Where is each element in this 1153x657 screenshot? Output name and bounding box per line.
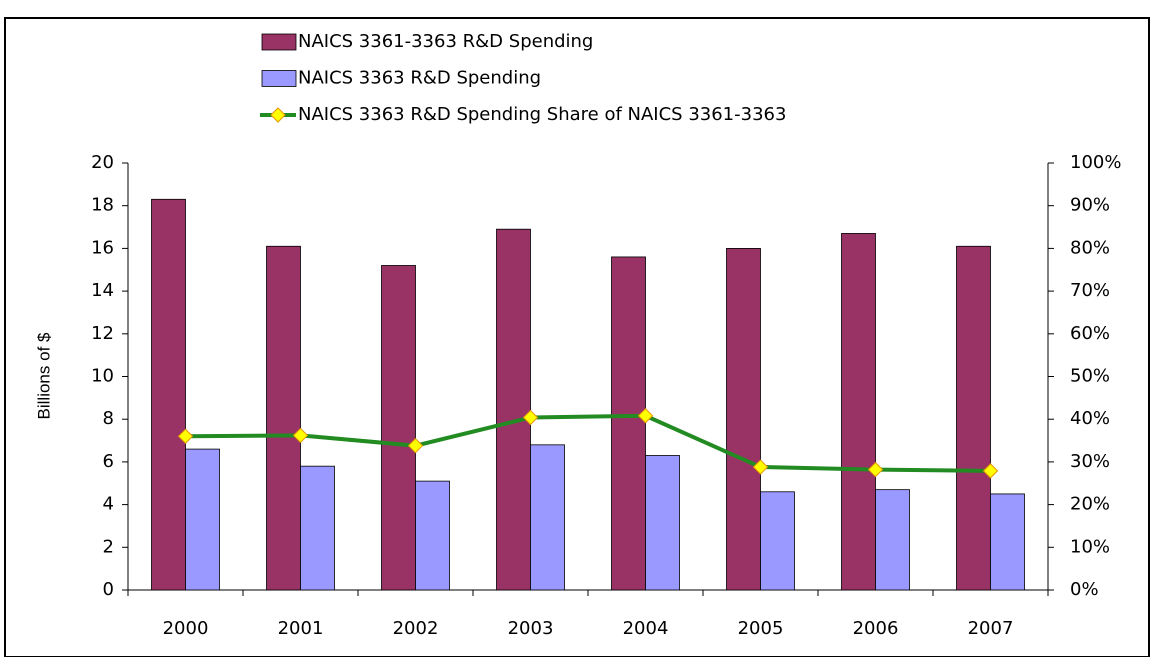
legend-label: NAICS 3361-3363 R&D Spending [298, 31, 593, 52]
y2-tick-label: 100% [1070, 152, 1121, 173]
legend-label: NAICS 3363 R&D Spending [298, 68, 541, 89]
x-tick-label: 2006 [853, 618, 899, 639]
line-marker [637, 408, 654, 424]
y-tick-label: 14 [91, 280, 114, 301]
bar [151, 198, 186, 591]
legend-marker [270, 107, 286, 123]
x-tick-label: 2004 [623, 618, 669, 639]
y2-tick-label: 40% [1070, 408, 1110, 429]
line-marker [407, 437, 424, 454]
line-marker [177, 428, 194, 444]
bar [266, 245, 301, 591]
bar [760, 491, 795, 591]
y2-tick-label: 50% [1070, 366, 1110, 387]
bar [530, 444, 565, 591]
x-tick-label: 2007 [968, 618, 1014, 639]
bar [185, 448, 220, 591]
y-tick-label: 6 [103, 451, 114, 472]
y2-tick-label: 70% [1070, 280, 1110, 301]
bar [841, 233, 876, 591]
bar [875, 489, 910, 591]
bar [300, 465, 335, 591]
bar [611, 256, 646, 591]
y-tick-label: 8 [103, 408, 114, 429]
bar [990, 493, 1025, 591]
bar [956, 245, 991, 591]
y2-tick-label: 60% [1070, 323, 1110, 344]
bar [496, 228, 531, 591]
bar [645, 455, 680, 591]
x-tick-label: 2001 [278, 618, 324, 639]
y-tick-label: 16 [91, 237, 114, 258]
bar [415, 480, 450, 591]
y2-tick-label: 20% [1070, 494, 1110, 515]
y2-tick-label: 30% [1070, 451, 1110, 472]
y-tick-label: 12 [91, 323, 114, 344]
x-tick-label: 2002 [393, 618, 439, 639]
y2-tick-label: 0% [1070, 579, 1099, 600]
y-tick-label: 4 [103, 494, 114, 515]
line-marker [752, 459, 769, 475]
legend-swatch [261, 33, 297, 51]
line [185, 413, 991, 473]
y-tick-label: 20 [91, 152, 114, 173]
y-tick-label: 0 [103, 579, 114, 600]
x-tick-label: 2005 [738, 618, 784, 639]
x-tick-label: 2003 [508, 618, 554, 639]
y-tick-label: 10 [91, 366, 114, 387]
line-marker [522, 409, 539, 426]
y-tick-label: 18 [91, 195, 114, 216]
y-axis-label: Billions of $ [34, 332, 53, 419]
y2-tick-label: 10% [1070, 536, 1110, 557]
legend-swatch [261, 70, 297, 87]
x-tick-label: 2000 [163, 618, 209, 639]
line-marker [982, 463, 999, 479]
legend-label: NAICS 3363 R&D Spending Share of NAICS 3… [298, 104, 786, 125]
y2-tick-label: 90% [1070, 195, 1110, 216]
line-marker [292, 427, 309, 444]
y2-tick-label: 80% [1070, 237, 1110, 258]
line-marker [867, 461, 884, 478]
bar [726, 247, 761, 591]
y-tick-label: 2 [103, 536, 114, 557]
bar [381, 265, 416, 591]
